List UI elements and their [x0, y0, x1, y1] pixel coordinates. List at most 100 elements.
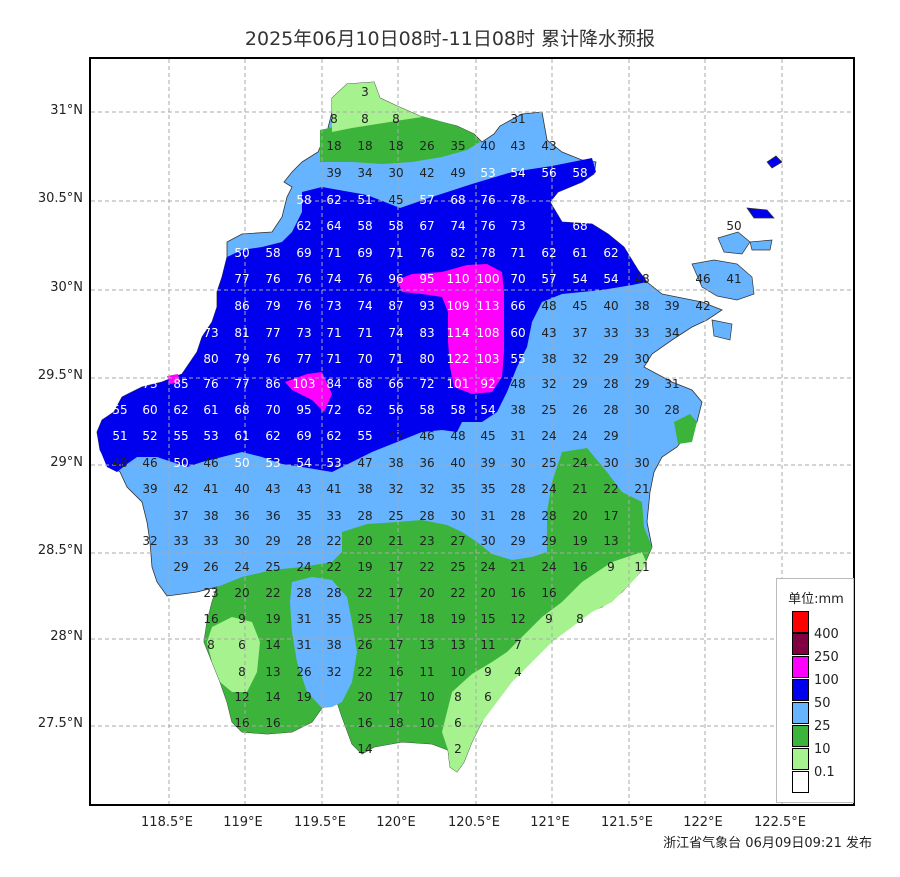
station-value: 71 — [388, 246, 404, 260]
station-value: 51 — [112, 429, 128, 443]
lat-label-28-5: 28.5°N — [37, 543, 83, 558]
station-value: 8 — [454, 690, 462, 704]
chart-title: 2025年06月10日08时-11日08时 累计降水预报 — [244, 28, 656, 50]
lon-label-119: 119°E — [223, 815, 263, 830]
station-value: 113 — [476, 299, 500, 313]
station-value: 37 — [173, 509, 189, 523]
station-value: 76 — [480, 219, 496, 233]
station-value: 33 — [326, 509, 342, 523]
station-value: 28 — [510, 482, 526, 496]
station-value: 114 — [446, 326, 470, 340]
station-value: 16 — [572, 560, 588, 574]
station-value: 69 — [357, 246, 373, 260]
station-value: 17 — [388, 586, 404, 600]
station-value: 32 — [572, 352, 588, 366]
station-value: 31 — [510, 112, 526, 126]
station-value: 84 — [326, 377, 342, 391]
station-value: 22 — [603, 482, 619, 496]
station-value: 103 — [476, 352, 500, 366]
lat-label-29-5: 29.5°N — [37, 368, 83, 383]
station-value: 25 — [388, 509, 404, 523]
station-value: 76 — [480, 193, 496, 207]
station-value: 56 — [388, 403, 404, 417]
station-value: 78 — [480, 246, 496, 260]
station-value: 39 — [326, 166, 342, 180]
station-value: 34 — [664, 326, 680, 340]
station-value: 110 — [446, 272, 470, 286]
station-value: 13 — [265, 665, 281, 679]
station-value: 76 — [419, 246, 435, 260]
legend-label-50: 50 — [814, 696, 831, 711]
station-value: 25 — [265, 560, 281, 574]
station-value: 54 — [603, 272, 619, 286]
station-value: 24 — [541, 560, 557, 574]
station-value: 72 — [419, 377, 435, 391]
station-value: 12 — [234, 690, 250, 704]
station-value: 103 — [292, 377, 316, 391]
legend-label-250: 250 — [814, 650, 839, 665]
station-value: 14 — [357, 742, 373, 756]
station-value: 29 — [541, 534, 557, 548]
station-value: 9 — [484, 665, 492, 679]
station-value: 48 — [510, 377, 526, 391]
station-value: 34 — [357, 166, 373, 180]
station-value: 20 — [419, 586, 435, 600]
station-value: 42 — [173, 482, 189, 496]
station-value: 80 — [419, 352, 435, 366]
precip-map-svg — [91, 59, 853, 804]
station-value: 58 — [388, 219, 404, 233]
station-value: 38 — [541, 352, 557, 366]
station-value: 21 — [572, 482, 588, 496]
station-value: 38 — [357, 482, 373, 496]
station-value: 69 — [296, 246, 312, 260]
station-value: 40 — [234, 482, 250, 496]
station-value: 41 — [203, 482, 219, 496]
station-value: 68 — [572, 219, 588, 233]
station-value: 81 — [234, 326, 250, 340]
issuer-footer: 浙江省气象台 06月09日09:21 发布 — [663, 836, 872, 851]
station-value: 11 — [480, 638, 496, 652]
station-value: 24 — [296, 560, 312, 574]
station-value: 70 — [357, 352, 373, 366]
station-value: 35 — [296, 509, 312, 523]
legend-swatch-25 — [792, 702, 809, 724]
station-value: 67 — [419, 219, 435, 233]
station-value: 10 — [450, 665, 466, 679]
station-value: 53 — [265, 456, 281, 470]
station-value: 2 — [454, 742, 462, 756]
station-value: 38 — [388, 456, 404, 470]
station-value: 85 — [173, 377, 189, 391]
station-value: 62 — [541, 246, 557, 260]
station-value: 66 — [388, 377, 404, 391]
station-value: 17 — [388, 638, 404, 652]
station-value: 29 — [572, 377, 588, 391]
station-value: 10 — [419, 716, 435, 730]
region-50-100 — [97, 158, 647, 472]
station-value: 31 — [510, 429, 526, 443]
station-value: 50 — [234, 246, 250, 260]
station-value: 55 — [173, 429, 189, 443]
station-value: 55 — [510, 352, 526, 366]
station-value: 50 — [234, 456, 250, 470]
station-value: 79 — [234, 352, 250, 366]
station-value: 31 — [664, 377, 680, 391]
station-value: 70 — [265, 403, 281, 417]
legend-swatch-10 — [792, 725, 809, 747]
station-value: 54 — [480, 403, 496, 417]
legend-unit: 单位:mm — [788, 592, 844, 607]
station-value: 77 — [296, 352, 312, 366]
station-value: 53 — [480, 166, 496, 180]
lon-label-119-5: 119.5°E — [294, 815, 346, 830]
station-value: 24 — [541, 482, 557, 496]
station-value: 11 — [634, 560, 650, 574]
station-value: 16 — [234, 716, 250, 730]
station-value: 19 — [265, 612, 281, 626]
station-value: 7 — [514, 638, 522, 652]
station-value: 58 — [265, 246, 281, 260]
station-value: 14 — [265, 638, 281, 652]
station-value: 16 — [541, 586, 557, 600]
station-value: 68 — [234, 403, 250, 417]
region-25-50-pocket — [290, 577, 357, 708]
region-0-10-southeast — [442, 552, 647, 772]
station-value: 73 — [142, 377, 158, 391]
